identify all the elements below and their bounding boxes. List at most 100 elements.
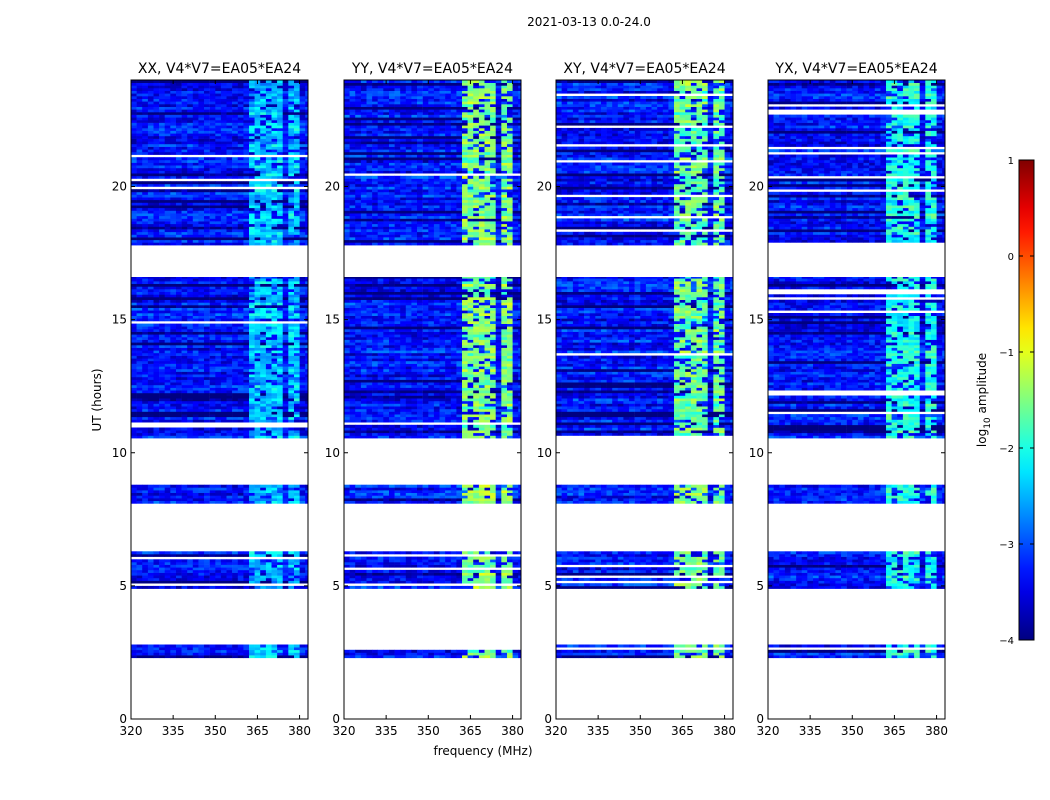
heatmap-cell bbox=[176, 109, 182, 113]
heatmap-cell bbox=[147, 104, 154, 107]
heatmap-cell bbox=[232, 98, 238, 102]
heatmap-cell bbox=[159, 376, 165, 380]
heatmap-cell bbox=[372, 652, 378, 656]
heatmap-cell bbox=[176, 101, 182, 105]
heatmap-cell bbox=[288, 278, 295, 282]
heatmap-cell bbox=[136, 130, 143, 134]
heatmap-cell bbox=[288, 302, 295, 306]
heatmap-cell bbox=[153, 498, 160, 501]
heatmap-cell bbox=[422, 649, 429, 653]
heatmap-cell bbox=[215, 644, 222, 648]
heatmap-cell bbox=[282, 146, 289, 150]
heatmap-cell bbox=[215, 411, 222, 415]
heatmap-cell bbox=[181, 366, 188, 370]
heatmap-cell bbox=[260, 189, 267, 193]
heatmap-cell bbox=[232, 376, 238, 380]
heatmap-cell bbox=[176, 318, 182, 322]
heatmap-cell bbox=[198, 281, 205, 284]
heatmap-cell bbox=[164, 167, 171, 171]
heatmap-cell bbox=[136, 315, 143, 319]
heatmap-cell bbox=[355, 559, 362, 563]
heatmap-cell bbox=[192, 355, 199, 359]
heatmap-cell bbox=[192, 315, 199, 319]
heatmap-cell bbox=[204, 366, 210, 370]
heatmap-cell bbox=[220, 336, 227, 340]
heatmap-cell bbox=[136, 435, 143, 439]
heatmap-cell bbox=[181, 111, 188, 115]
heatmap-cell bbox=[192, 577, 199, 581]
heatmap-cell bbox=[260, 111, 267, 115]
heatmap-cell bbox=[153, 382, 160, 386]
heatmap-cell bbox=[192, 553, 199, 557]
heatmap-cell bbox=[260, 334, 267, 338]
heatmap-cell bbox=[294, 277, 300, 279]
heatmap-cell bbox=[187, 239, 194, 243]
heatmap-cell bbox=[294, 138, 300, 142]
heatmap-cell bbox=[294, 133, 300, 137]
heatmap-cell bbox=[181, 414, 188, 418]
heatmap-cell bbox=[159, 175, 165, 179]
heatmap-cell bbox=[277, 392, 283, 396]
heatmap-cell bbox=[226, 90, 233, 94]
heatmap-cell bbox=[265, 291, 272, 295]
heatmap-cell bbox=[226, 101, 233, 105]
heatmap-cell bbox=[226, 162, 233, 166]
heatmap-cell bbox=[288, 580, 295, 584]
heatmap-cell bbox=[271, 82, 278, 86]
heatmap-cell bbox=[232, 242, 238, 246]
heatmap-cell bbox=[254, 382, 261, 386]
heatmap-cell bbox=[254, 93, 261, 97]
heatmap-cell bbox=[294, 109, 300, 113]
heatmap-cell bbox=[192, 400, 199, 404]
heatmap-cell bbox=[187, 207, 194, 211]
heatmap-cell bbox=[209, 207, 216, 211]
heatmap-cell bbox=[176, 151, 182, 155]
heatmap-cell bbox=[260, 141, 267, 145]
heatmap-cell bbox=[131, 406, 137, 410]
heatmap-cell bbox=[237, 368, 244, 372]
heatmap-cell bbox=[249, 114, 255, 118]
heatmap-cell bbox=[299, 278, 306, 282]
heatmap-cell bbox=[192, 104, 199, 107]
heatmap-cell bbox=[265, 655, 272, 659]
heatmap-cell bbox=[147, 382, 154, 386]
heatmap-cell bbox=[237, 93, 244, 97]
heatmap-cell bbox=[277, 297, 283, 300]
heatmap-cell bbox=[484, 577, 491, 581]
heatmap-cell bbox=[243, 283, 250, 287]
figure-suptitle: 2021-03-13 0.0-24.0 bbox=[527, 15, 651, 29]
heatmap-cell bbox=[220, 561, 227, 565]
heatmap-cell bbox=[187, 277, 194, 279]
heatmap-cell bbox=[153, 202, 160, 206]
heatmap-cell bbox=[176, 414, 182, 418]
heatmap-cell bbox=[198, 577, 205, 581]
heatmap-cell bbox=[249, 350, 255, 354]
heatmap-cell bbox=[198, 432, 205, 436]
heatmap-cell bbox=[344, 580, 350, 584]
heatmap-cell bbox=[260, 414, 267, 418]
heatmap-cell bbox=[181, 358, 188, 362]
heatmap-cell bbox=[265, 382, 272, 386]
heatmap-cell bbox=[232, 649, 238, 653]
heatmap-cell bbox=[181, 199, 188, 203]
heatmap-cell bbox=[153, 403, 160, 407]
heatmap-cell bbox=[142, 313, 149, 316]
heatmap-cell bbox=[159, 231, 165, 235]
heatmap-cell bbox=[142, 307, 149, 311]
heatmap-cell bbox=[260, 283, 267, 287]
heatmap-cell bbox=[220, 173, 227, 177]
heatmap-cell bbox=[159, 307, 165, 311]
heatmap-cell bbox=[220, 197, 227, 201]
heatmap-cell bbox=[344, 577, 350, 581]
heatmap-cell bbox=[501, 577, 508, 581]
heatmap-cell bbox=[176, 119, 182, 123]
heatmap-cell bbox=[277, 366, 283, 370]
heatmap-cell bbox=[131, 326, 137, 330]
heatmap-cell bbox=[198, 315, 205, 319]
heatmap-cell bbox=[232, 93, 238, 97]
heatmap-cell bbox=[237, 313, 244, 316]
heatmap-cell bbox=[192, 213, 199, 217]
heatmap-cell bbox=[220, 117, 227, 121]
heatmap-cell bbox=[277, 210, 283, 214]
